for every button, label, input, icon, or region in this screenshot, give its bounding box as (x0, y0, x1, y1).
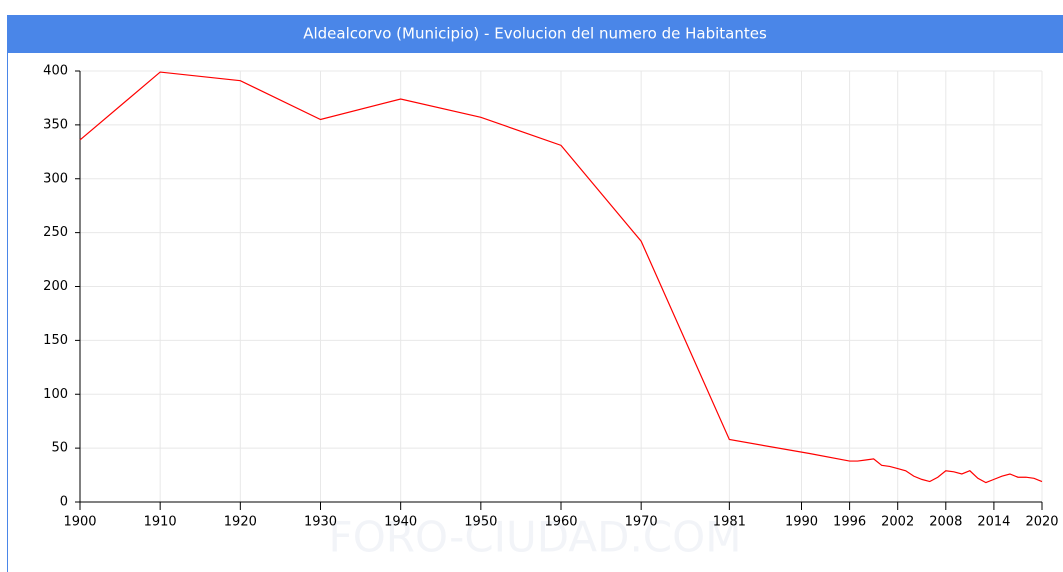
x-tick-label: 1940 (384, 515, 417, 530)
x-tick-label: 1900 (63, 515, 96, 530)
x-tick-label: 1990 (785, 515, 818, 530)
x-tick-label: 2020 (1025, 515, 1058, 530)
y-tick-label: 300 (43, 171, 68, 186)
x-tick-label: 2002 (881, 515, 914, 530)
frame (7, 15, 1063, 572)
x-tick-label: 1996 (833, 515, 866, 530)
watermark: FORO-CIUDAD.COM (329, 513, 742, 562)
y-tick-label: 350 (43, 117, 68, 132)
x-tick-label: 2014 (977, 515, 1010, 530)
chart-title: Aldealcorvo (Municipio) - Evolucion del … (303, 25, 767, 43)
y-tick-label: 0 (60, 495, 68, 510)
x-tick-label: 2008 (929, 515, 962, 530)
line-series (79, 71, 1043, 484)
y-tick-label: 150 (43, 333, 68, 348)
x-tick-label: 1970 (625, 515, 658, 530)
x-tick-label: 1960 (544, 515, 577, 530)
x-tick-label: 1930 (304, 515, 337, 530)
y-tick-label: 250 (43, 225, 68, 240)
x-tick-label: 1981 (713, 515, 746, 530)
y-tick-label: 50 (51, 441, 68, 456)
y-tick-label: 200 (43, 279, 68, 294)
x-tick-label: 1920 (224, 515, 257, 530)
title-bar (7, 15, 1063, 53)
y-tick-label: 100 (43, 387, 68, 402)
y-tick-label: 400 (43, 64, 68, 79)
x-tick-label: 1950 (464, 515, 497, 530)
x-tick-label: 1910 (144, 515, 177, 530)
